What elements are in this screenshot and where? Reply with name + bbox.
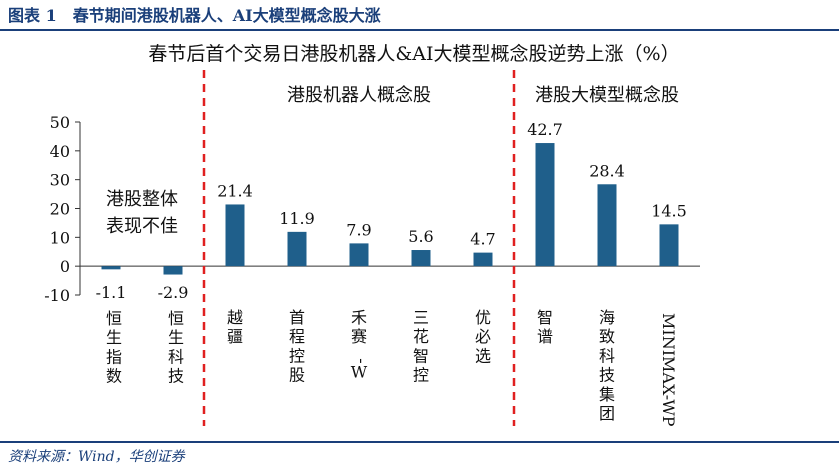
bar-7 xyxy=(473,252,493,267)
bar-1 xyxy=(101,266,121,270)
value-label: -1.1 xyxy=(96,283,127,302)
category-label: MINIMAX-WP xyxy=(659,313,678,427)
y-tick-label: 40 xyxy=(50,142,70,161)
y-tick-label: 30 xyxy=(50,171,70,190)
source-note: 资料来源：Wind，华创证券 xyxy=(8,449,185,465)
annotation-line-2: 表现不佳 xyxy=(106,216,178,237)
y-tick-label: 0 xyxy=(60,257,70,276)
annotation-line-1: 港股整体 xyxy=(106,189,178,210)
value-label: 42.7 xyxy=(527,120,563,139)
chart-title: 春节后首个交易日港股机器人&AI大模型概念股逆势上涨（%） xyxy=(148,42,679,65)
group-label-1: 港股机器人概念股 xyxy=(287,84,431,106)
value-label: 5.6 xyxy=(408,227,433,246)
bar-9 xyxy=(597,184,617,267)
group-label-2: 港股大模型概念股 xyxy=(535,84,679,106)
category-label: 海致科技集团 xyxy=(599,308,615,423)
y-tick-label: 20 xyxy=(50,200,70,219)
y-tick-label: 50 xyxy=(50,113,70,132)
bottom-rule xyxy=(0,441,839,443)
category-label: 首程控股 xyxy=(289,308,305,385)
value-label: 28.4 xyxy=(589,161,625,180)
bar-8 xyxy=(535,143,555,267)
category-label: 恒生指数 xyxy=(106,309,122,386)
category-label: 智谱 xyxy=(537,308,553,346)
bar-4 xyxy=(287,231,307,267)
value-label: 7.9 xyxy=(346,220,371,239)
value-label: -2.9 xyxy=(158,283,189,302)
category-label: 越疆 xyxy=(227,308,243,346)
value-label: 14.5 xyxy=(651,201,687,220)
value-label: 4.7 xyxy=(470,230,495,249)
bar-3 xyxy=(225,204,245,267)
category-label: 禾赛-W xyxy=(351,308,372,381)
category-label: 三花智控 xyxy=(413,308,429,385)
bar-6 xyxy=(411,250,431,267)
category-label: 恒生科技 xyxy=(168,309,184,386)
bar-2 xyxy=(163,266,183,275)
figure-title: 图表 1 春节期间港股机器人、AI大模型概念股大涨 xyxy=(8,6,381,25)
y-tick-label: -10 xyxy=(44,286,70,305)
category-label: 优必选 xyxy=(475,308,491,365)
bar-5 xyxy=(349,243,369,267)
value-label: 21.4 xyxy=(217,181,253,200)
top-rule xyxy=(0,29,839,31)
bar-10 xyxy=(659,224,679,267)
value-label: 11.9 xyxy=(279,209,315,228)
y-tick-label: 10 xyxy=(50,228,70,247)
